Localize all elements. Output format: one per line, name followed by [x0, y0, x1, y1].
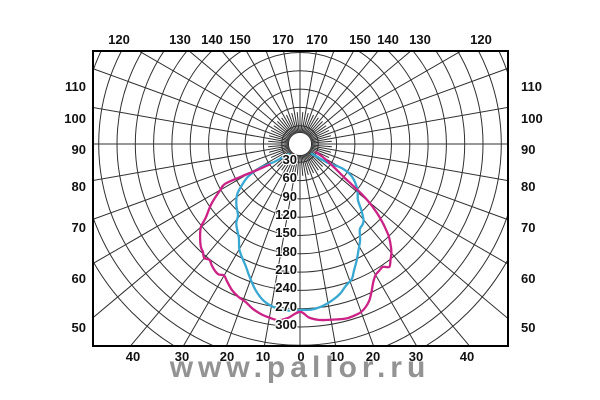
angle-label-left: 90 [71, 142, 86, 157]
angle-label-top: 170 [272, 32, 294, 47]
angle-label-bottom: 20 [365, 349, 381, 364]
angle-label-bottom: 40 [125, 349, 141, 364]
intensity-label: 150 [275, 225, 297, 240]
intensity-label: 270 [275, 299, 297, 314]
center-hole [289, 133, 311, 155]
angle-label-left: 80 [71, 179, 86, 194]
angle-label-top: 150 [229, 32, 251, 47]
intensity-label: 240 [275, 280, 297, 295]
intensity-label: 180 [275, 244, 297, 259]
angle-label-bottom: 30 [408, 349, 424, 364]
angle-label-top: 170 [306, 32, 328, 47]
angle-label-right: 70 [521, 220, 536, 235]
angle-label-bottom: 40 [459, 349, 475, 364]
angle-label-top: 130 [169, 32, 191, 47]
angle-label-right: 110 [521, 79, 542, 94]
chart-frame [92, 50, 509, 347]
intensity-label: 120 [275, 207, 297, 222]
angle-label-right: 50 [521, 320, 536, 335]
angle-label-left: 60 [71, 271, 86, 286]
angle-label-top: 150 [349, 32, 371, 47]
angle-label-top: 130 [409, 32, 431, 47]
intensity-label: 90 [282, 189, 297, 204]
angle-label-top: 140 [201, 32, 223, 47]
angle-label-right: 60 [521, 271, 536, 286]
angle-label-left: 70 [71, 220, 86, 235]
angle-label-left: 110 [65, 79, 86, 94]
intensity-label: 300 [275, 317, 297, 332]
angle-label-left: 100 [64, 111, 86, 126]
angle-label-bottom: 0 [297, 349, 305, 364]
intensity-label: 30 [282, 152, 297, 167]
watermark: www.pallor.ru [169, 351, 431, 384]
angle-label-top: 140 [377, 32, 399, 47]
curve-cyan [235, 152, 365, 312]
angle-label-bottom: 10 [329, 349, 345, 364]
curve-magenta [198, 151, 393, 322]
angle-label-left: 50 [71, 320, 86, 335]
angle-label-right: 100 [521, 111, 543, 126]
angle-label-bottom: 30 [174, 349, 190, 364]
intensity-label: 60 [282, 170, 297, 185]
angle-label-right: 90 [521, 142, 536, 157]
angle-label-bottom: 10 [255, 349, 271, 364]
intensity-label: 210 [275, 262, 297, 277]
angle-label-right: 80 [521, 179, 536, 194]
angle-label-top: 120 [470, 32, 492, 47]
angle-label-bottom: 20 [219, 349, 235, 364]
angle-label-top: 120 [108, 32, 130, 47]
